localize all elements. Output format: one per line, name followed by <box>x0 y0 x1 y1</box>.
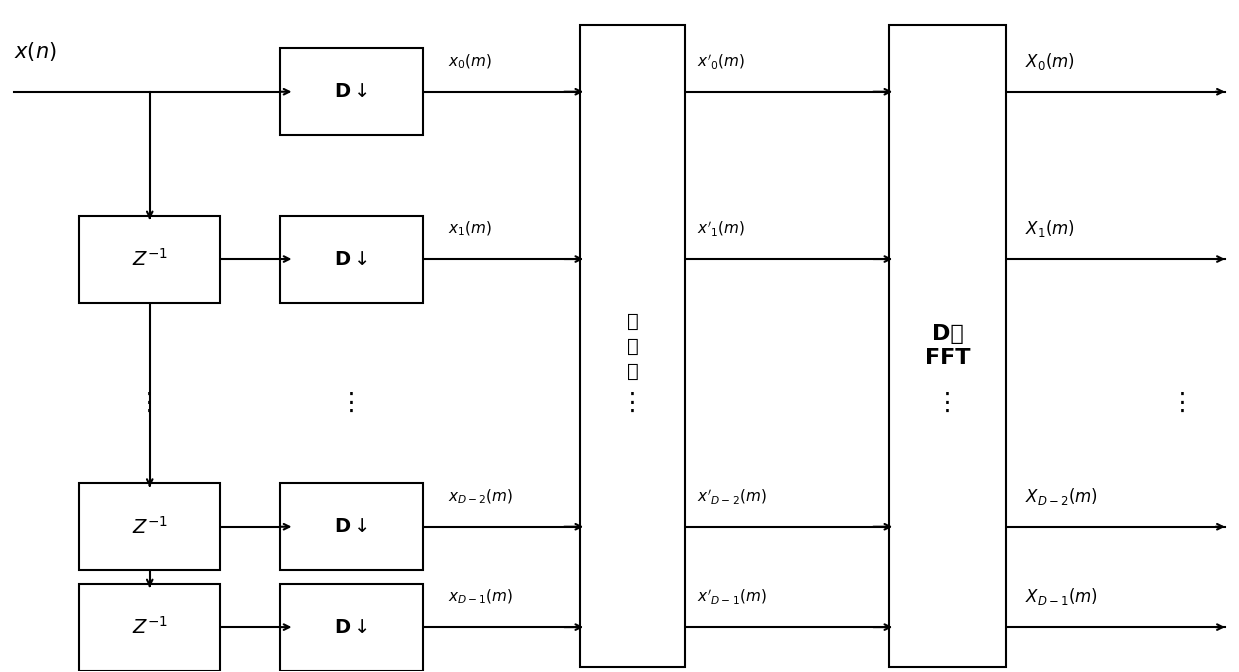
Text: D$\downarrow$: D$\downarrow$ <box>335 82 368 101</box>
FancyBboxPatch shape <box>79 483 221 571</box>
Text: ⋮: ⋮ <box>338 391 364 415</box>
Text: $x_0(m)$: $x_0(m)$ <box>447 52 492 71</box>
Text: $x_1(m)$: $x_1(m)$ <box>447 220 492 238</box>
Text: $Z^{-1}$: $Z^{-1}$ <box>131 248 167 270</box>
Text: D$\downarrow$: D$\downarrow$ <box>335 249 368 269</box>
FancyBboxPatch shape <box>79 216 221 302</box>
Text: $X_{D-1}(m)$: $X_{D-1}(m)$ <box>1025 587 1098 607</box>
FancyBboxPatch shape <box>890 25 1006 667</box>
Text: $X_1(m)$: $X_1(m)$ <box>1025 218 1074 239</box>
Text: $x'_0(m)$: $x'_0(m)$ <box>698 52 746 71</box>
Text: $x'_{D-2}(m)$: $x'_{D-2}(m)$ <box>698 487 767 506</box>
Text: $Z^{-1}$: $Z^{-1}$ <box>131 616 167 638</box>
Text: $x'_{D-1}(m)$: $x'_{D-1}(m)$ <box>698 587 767 607</box>
Text: $x'_1(m)$: $x'_1(m)$ <box>698 220 746 239</box>
Text: 滤
波
器: 滤 波 器 <box>627 312 638 380</box>
FancyBboxPatch shape <box>280 48 422 135</box>
Text: ⋮: ⋮ <box>934 391 959 415</box>
FancyBboxPatch shape <box>580 25 685 667</box>
Text: $x(n)$: $x(n)$ <box>14 40 57 63</box>
Text: $x_{D-1}(m)$: $x_{D-1}(m)$ <box>447 588 513 606</box>
FancyBboxPatch shape <box>280 483 422 571</box>
FancyBboxPatch shape <box>280 583 422 671</box>
FancyBboxPatch shape <box>280 216 422 302</box>
Text: ⋮: ⋮ <box>1170 391 1194 415</box>
Text: D$\downarrow$: D$\downarrow$ <box>335 618 368 636</box>
Text: $Z^{-1}$: $Z^{-1}$ <box>131 516 167 538</box>
Text: $X_{D-2}(m)$: $X_{D-2}(m)$ <box>1025 486 1098 507</box>
Text: ⋮: ⋮ <box>138 391 162 415</box>
Text: ⋮: ⋮ <box>620 391 644 415</box>
Text: $x_{D-2}(m)$: $x_{D-2}(m)$ <box>447 487 513 506</box>
Text: $X_0(m)$: $X_0(m)$ <box>1025 51 1074 72</box>
Text: D点
FFT: D点 FFT <box>926 325 970 368</box>
Text: D$\downarrow$: D$\downarrow$ <box>335 517 368 536</box>
FancyBboxPatch shape <box>79 583 221 671</box>
